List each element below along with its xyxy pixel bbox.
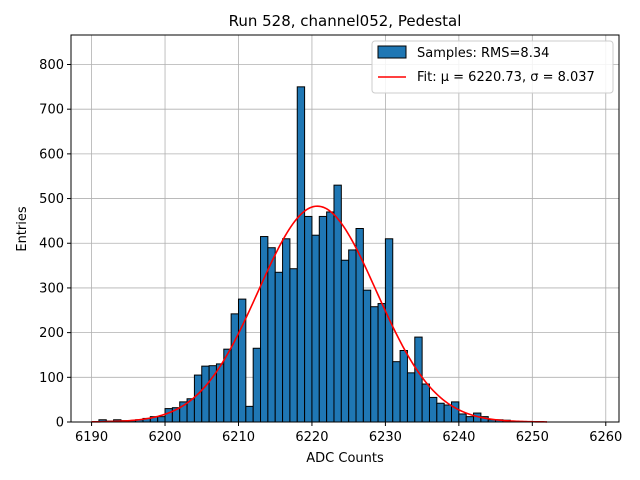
histogram-bar <box>370 306 379 423</box>
x-tick-label: 6200 <box>148 430 181 445</box>
legend-label-fit: Fit: μ = 6220.73, σ = 8.037 <box>417 70 595 85</box>
plot-frame <box>70 34 620 423</box>
histogram-bar <box>428 396 438 423</box>
histogram-bar <box>245 405 254 423</box>
histogram-bar <box>201 365 210 423</box>
histogram-bar <box>304 215 313 423</box>
y-tick-label: 600 <box>39 147 64 162</box>
fit-curve <box>91 205 548 423</box>
y-axis-label: Entries <box>15 206 30 252</box>
y-tick-label: 200 <box>39 326 64 341</box>
x-axis-ticks: 6190 6200 6210 6220 6230 6240 6250 6260 <box>75 422 622 445</box>
histogram-bar <box>252 347 262 423</box>
histogram-bar <box>414 336 423 423</box>
histogram-bar <box>260 236 269 423</box>
histogram-bar <box>443 404 453 423</box>
y-tick-label: 700 <box>39 103 64 118</box>
histogram-bar <box>237 298 247 423</box>
histogram-bars <box>98 86 519 423</box>
y-tick-label: 800 <box>39 58 64 73</box>
histogram-bar <box>362 289 372 423</box>
x-axis-label: ADC Counts <box>306 451 384 466</box>
histogram-bar <box>377 303 386 423</box>
histogram-bar <box>215 363 225 423</box>
y-tick-label: 300 <box>39 281 64 296</box>
histogram-bar <box>274 271 284 423</box>
histogram-bar <box>289 268 298 423</box>
histogram-bar <box>392 361 401 423</box>
histogram-bar <box>458 413 467 423</box>
histogram-bar <box>436 402 445 423</box>
x-tick-label: 6260 <box>589 430 622 445</box>
y-tick-label: 0 <box>56 416 64 431</box>
histogram-bar <box>326 211 335 423</box>
histogram-bar <box>406 372 416 423</box>
x-tick-label: 6220 <box>295 430 328 445</box>
histogram-bar <box>421 383 430 423</box>
legend-label-samples: Samples: RMS=8.34 <box>417 46 549 61</box>
histogram-bar <box>465 416 475 423</box>
y-tick-label: 100 <box>39 371 64 386</box>
histogram-bar <box>399 349 408 423</box>
x-tick-label: 6210 <box>222 430 255 445</box>
histogram-bar <box>157 416 166 423</box>
histogram-bar <box>296 86 306 423</box>
histogram-bar <box>164 408 173 423</box>
x-tick-label: 6190 <box>75 430 108 445</box>
histogram-bar <box>355 228 364 423</box>
histogram-bar <box>340 259 350 423</box>
legend-patch-samples <box>377 45 407 59</box>
y-axis-ticks: 0 100 200 300 400 500 600 700 800 <box>39 58 71 431</box>
x-tick-label: 6230 <box>369 430 402 445</box>
histogram-bar <box>311 234 320 423</box>
histogram-bar <box>282 238 291 423</box>
y-tick-label: 400 <box>39 237 64 252</box>
histogram-bar <box>267 247 276 423</box>
legend: Samples: RMS=8.34 Fit: μ = 6220.73, σ = … <box>371 40 614 94</box>
histogram-bar <box>451 401 460 423</box>
x-tick-label: 6250 <box>516 430 549 445</box>
histogram-bar <box>318 215 328 423</box>
histogram-bar <box>193 374 203 423</box>
histogram-bar <box>348 249 357 423</box>
histogram-bar <box>384 238 394 423</box>
x-tick-label: 6240 <box>442 430 475 445</box>
fit-curve-layer <box>91 205 548 423</box>
y-tick-label: 500 <box>39 192 64 207</box>
legend-box <box>371 40 614 94</box>
chart-title: Run 528, channel052, Pedestal <box>229 12 462 30</box>
histogram-bar <box>230 313 239 423</box>
